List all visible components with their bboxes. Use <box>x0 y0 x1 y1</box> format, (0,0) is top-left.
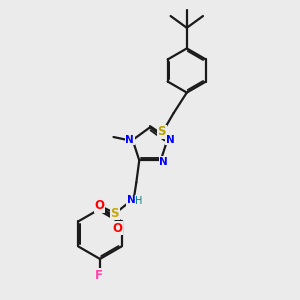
Text: O: O <box>113 222 123 235</box>
Text: N: N <box>159 157 168 167</box>
Text: S: S <box>111 207 119 220</box>
Text: S: S <box>158 125 166 138</box>
Text: O: O <box>94 199 104 212</box>
Text: F: F <box>95 268 103 282</box>
Text: H: H <box>135 196 142 206</box>
Text: N: N <box>125 135 134 145</box>
Text: N: N <box>166 135 175 145</box>
Text: N: N <box>127 195 135 205</box>
